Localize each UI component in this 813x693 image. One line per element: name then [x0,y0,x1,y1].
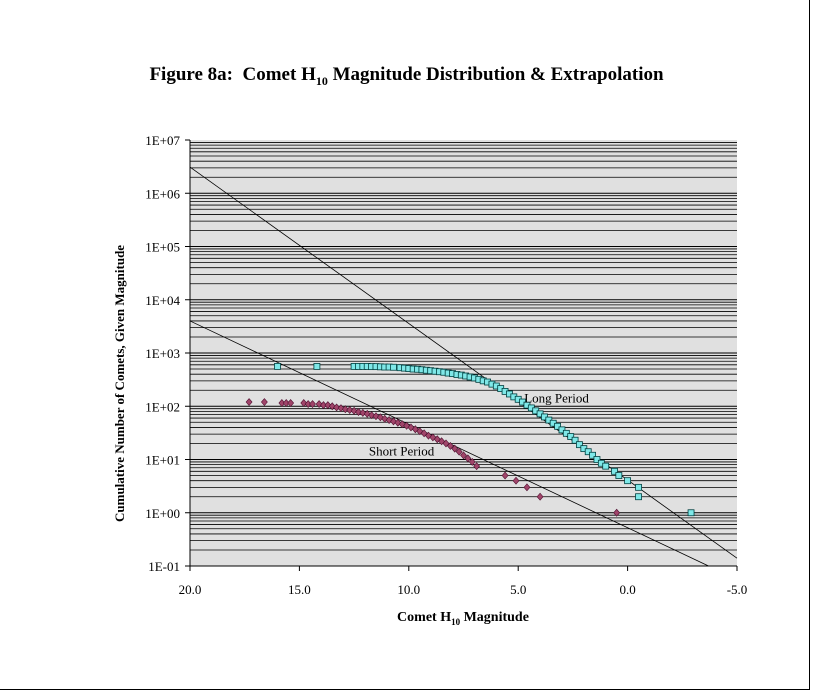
short-period-point [473,462,481,471]
short-period-point [464,454,472,463]
long-period-point [313,363,321,370]
short-period-point [355,408,362,416]
y-tick-label: 1E+03 [145,346,180,361]
x-tick-label: 0.0 [619,582,635,597]
short-period-point [324,401,332,410]
short-period-point [315,400,323,409]
data-points [245,363,695,517]
short-period-point [300,399,308,407]
long-period-point [611,467,618,475]
long-period-point [635,493,642,501]
long-period-point [602,462,610,470]
chart-title-text-end: Magnitude Distribution & Extrapolation [327,64,664,85]
y-tick-label: 1E+00 [145,506,180,521]
short-period-point [446,441,454,450]
long-period-point [390,363,397,371]
y-tick-label: 1E+01 [145,453,180,468]
tick-labels: 1E+07 1E+06 1E+05 1E+04 1E+03 1E+02 1E+01 1E+00… [145,133,747,597]
y-tick-label: 1E+04 [145,293,180,308]
long-period-point [615,472,623,479]
short-period-point [455,447,463,456]
short-period-point [337,404,345,413]
y-tick-label: 1E+07 [145,133,180,148]
short-period-point [468,457,476,466]
short-period-point [460,451,467,460]
long-period-point [571,436,579,444]
y-tick-label: 1E+06 [145,186,180,201]
short-period-point [536,492,544,501]
chart-title-subscript: 10 [315,73,328,88]
long-period-point [687,509,695,517]
x-axis-label: Comet H10 Magnitude [0,610,813,627]
short-period-point [501,471,509,480]
short-period-point [523,483,531,492]
x-axis-label-text-end: Magnitude [460,610,529,625]
short-period-point [341,405,349,414]
short-period-point [346,406,354,414]
long-period-point [593,456,601,463]
long-period-point [567,433,575,440]
long-period-point [589,451,596,459]
long-period-point [554,422,561,430]
short-period-point [333,403,340,412]
x-tick-label: 15.0 [288,582,311,597]
y-tick-label: 1E+02 [145,399,180,414]
long-period-point [624,477,631,485]
long-period-point [558,426,566,434]
short-period-point [309,400,316,409]
short-period-point [368,411,375,420]
short-period-point [512,476,520,485]
grid-lines [190,142,737,567]
short-period-point [442,439,450,448]
long-period-point [274,363,281,370]
y-tick-label: 1E+05 [145,240,180,255]
chart-title-text: Figure 8a: Comet H [149,64,316,85]
y-axis-label: Cumulative Number of Comets, Given Magni… [112,245,127,522]
short-period-point [287,399,295,407]
long-period-point [584,448,592,456]
x-tick-label: 10.0 [397,582,420,597]
y-tick-label: 1E-01 [148,559,180,574]
short-period-point [451,444,459,453]
series-annotation: Long Period [524,390,589,405]
short-period-point [359,408,367,417]
series-annotation: Short Period [369,444,435,459]
short-period-point [260,398,268,406]
short-period-point [613,508,621,517]
chart-title: Figure 8a: Comet H10 Magnitude Distribut… [0,64,813,89]
short-period-point [245,398,253,406]
x-tick-label: 20.0 [179,582,202,597]
annotations: Long Period Short Period [369,390,589,458]
axes [185,139,738,571]
x-axis-label-subscript: 10 [451,616,461,627]
x-tick-label: 5.0 [510,582,526,597]
long-period-point [635,483,642,491]
x-axis-label-text: Comet H [397,610,452,625]
long-period-point [576,441,583,449]
short-period-point [372,412,380,421]
x-tick-label: -5.0 [727,582,748,597]
fit-line [189,166,738,559]
